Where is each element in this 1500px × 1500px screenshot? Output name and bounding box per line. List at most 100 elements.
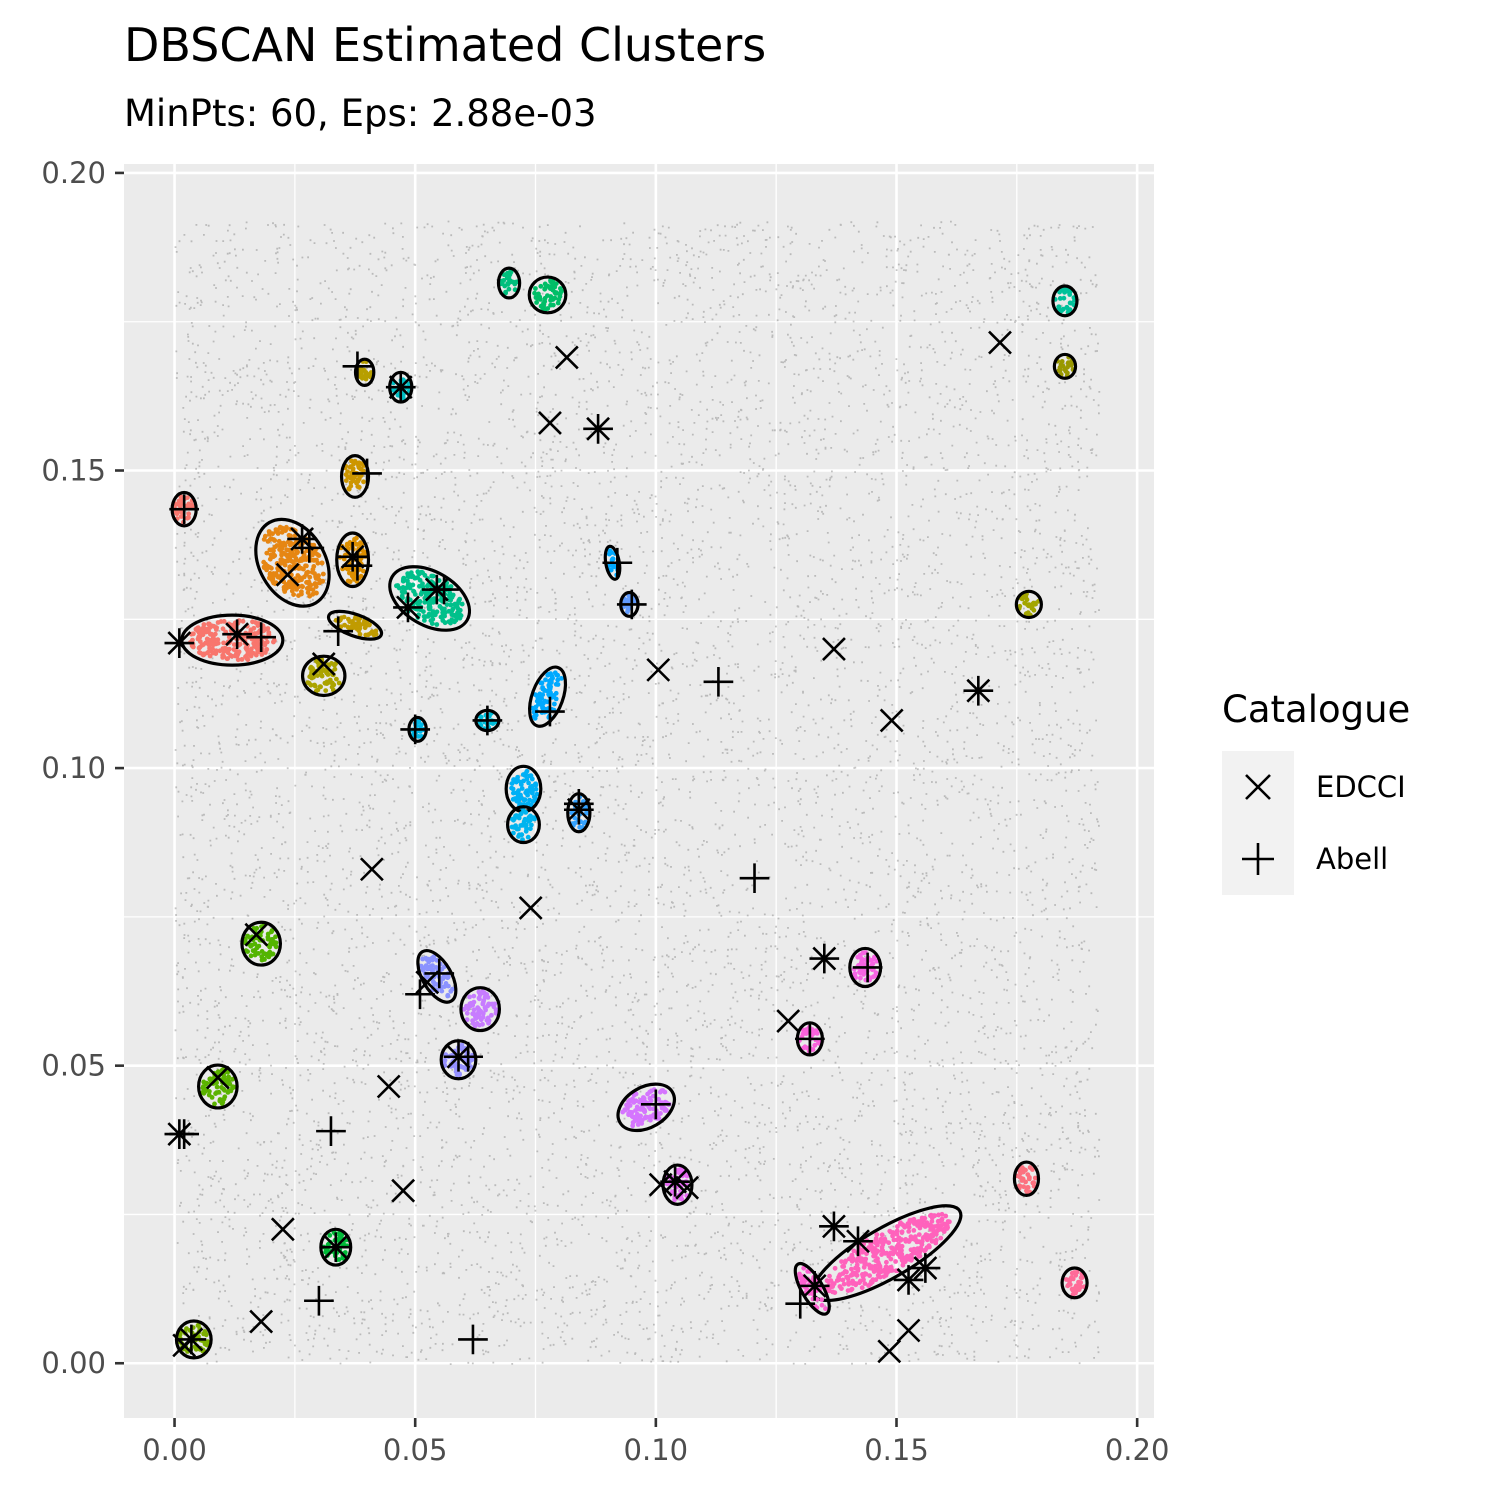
cluster-point — [213, 627, 219, 632]
cluster-point — [301, 552, 307, 558]
cluster-point — [273, 944, 279, 950]
cluster-point — [226, 646, 232, 652]
cluster-point — [489, 1012, 494, 1018]
cluster-point — [1024, 597, 1030, 603]
cluster-point — [541, 303, 546, 309]
cluster-point — [533, 786, 539, 792]
cluster-point — [857, 969, 862, 975]
plus-marker-icon — [1242, 843, 1274, 875]
cluster-point — [443, 981, 449, 986]
cluster-27 — [197, 1063, 239, 1110]
cluster-point — [207, 653, 213, 659]
x-tick-label: 0.20 — [1105, 1433, 1170, 1467]
cluster-point — [346, 486, 352, 492]
cluster-point — [204, 1339, 210, 1345]
cluster-point — [928, 1227, 934, 1232]
cluster-point — [867, 1273, 872, 1278]
cluster-3 — [1051, 284, 1079, 318]
abell-marker — [819, 1211, 849, 1242]
cluster-point — [644, 1114, 650, 1120]
cluster-point — [452, 601, 458, 607]
cluster-point — [485, 995, 491, 1000]
cluster-point — [444, 602, 450, 607]
marker-layer — [164, 330, 1012, 1364]
cluster-point — [220, 626, 226, 632]
cluster-point — [1056, 304, 1062, 310]
edcci-marker — [988, 330, 1012, 355]
cluster-point — [1018, 1166, 1024, 1172]
cluster-point — [456, 598, 462, 603]
cluster-point — [487, 1001, 493, 1007]
cluster-point — [634, 1111, 640, 1117]
cluster-ellipse — [496, 266, 522, 300]
cluster-point — [225, 656, 231, 661]
cluster-point — [446, 597, 452, 603]
cluster-point — [921, 1222, 926, 1228]
cluster-point — [873, 1250, 879, 1256]
cluster-point — [319, 560, 325, 566]
cluster-point — [528, 826, 533, 832]
cluster-point — [558, 286, 563, 291]
x-tick-label: 0.05 — [383, 1433, 448, 1467]
cluster-point — [248, 953, 254, 959]
abell-marker — [352, 458, 382, 489]
cluster-point — [205, 650, 210, 656]
cluster-point — [534, 791, 540, 797]
cluster-point — [1078, 1275, 1084, 1281]
cluster-point — [542, 299, 548, 304]
abell-marker — [337, 541, 368, 572]
cluster-point — [859, 1285, 865, 1291]
cluster-point — [630, 1098, 635, 1104]
cluster-point — [286, 555, 292, 561]
cluster-point — [356, 465, 362, 471]
cluster-point — [264, 550, 270, 556]
abell-marker — [852, 952, 883, 983]
cluster-point — [870, 974, 876, 980]
cluster-point — [204, 1080, 210, 1086]
cluster-point — [526, 780, 531, 786]
cluster-point — [1073, 1290, 1078, 1296]
legend-label-abell: Abell — [1316, 842, 1389, 876]
x-tick-label: 0.00 — [142, 1433, 207, 1467]
cluster-point — [347, 570, 352, 576]
cluster-ellipse — [1051, 284, 1079, 318]
cluster-point — [506, 286, 512, 292]
cluster-point — [361, 568, 366, 574]
cluster-point — [897, 1254, 903, 1260]
cluster-point — [270, 531, 275, 537]
abell-marker — [616, 589, 647, 620]
cluster-point — [545, 672, 551, 678]
cluster-point — [505, 282, 511, 287]
cluster-point — [939, 1211, 945, 1217]
cluster-point — [645, 1091, 650, 1097]
cluster-point — [253, 652, 259, 658]
cluster-point — [897, 1245, 902, 1251]
cluster-point — [230, 1084, 236, 1090]
cluster-point — [1070, 1276, 1076, 1282]
cluster-point — [659, 1105, 665, 1111]
edcci-marker — [244, 922, 269, 947]
cluster-point — [511, 830, 516, 836]
cluster-point — [274, 543, 280, 548]
cluster-point — [511, 777, 517, 782]
cluster-point — [452, 1063, 458, 1069]
cluster-point — [281, 550, 286, 556]
cluster-point — [797, 1271, 802, 1277]
cluster-point — [363, 376, 369, 382]
abell-marker — [795, 1024, 825, 1054]
cluster-point — [202, 1089, 208, 1094]
cluster-point — [178, 494, 184, 500]
plot-panel — [124, 164, 1154, 1418]
cluster-point — [877, 1263, 883, 1269]
cluster-point — [873, 1277, 879, 1283]
abell-marker — [385, 372, 416, 403]
cluster-point — [245, 933, 251, 939]
grid-minor — [124, 164, 1154, 1418]
edcci-marker — [822, 637, 846, 661]
cluster-point — [454, 1072, 460, 1078]
cluster-point — [430, 963, 435, 968]
cluster-point — [512, 816, 517, 821]
cluster-point — [334, 676, 339, 682]
cluster-point — [878, 1236, 884, 1242]
cluster-point — [443, 610, 448, 615]
